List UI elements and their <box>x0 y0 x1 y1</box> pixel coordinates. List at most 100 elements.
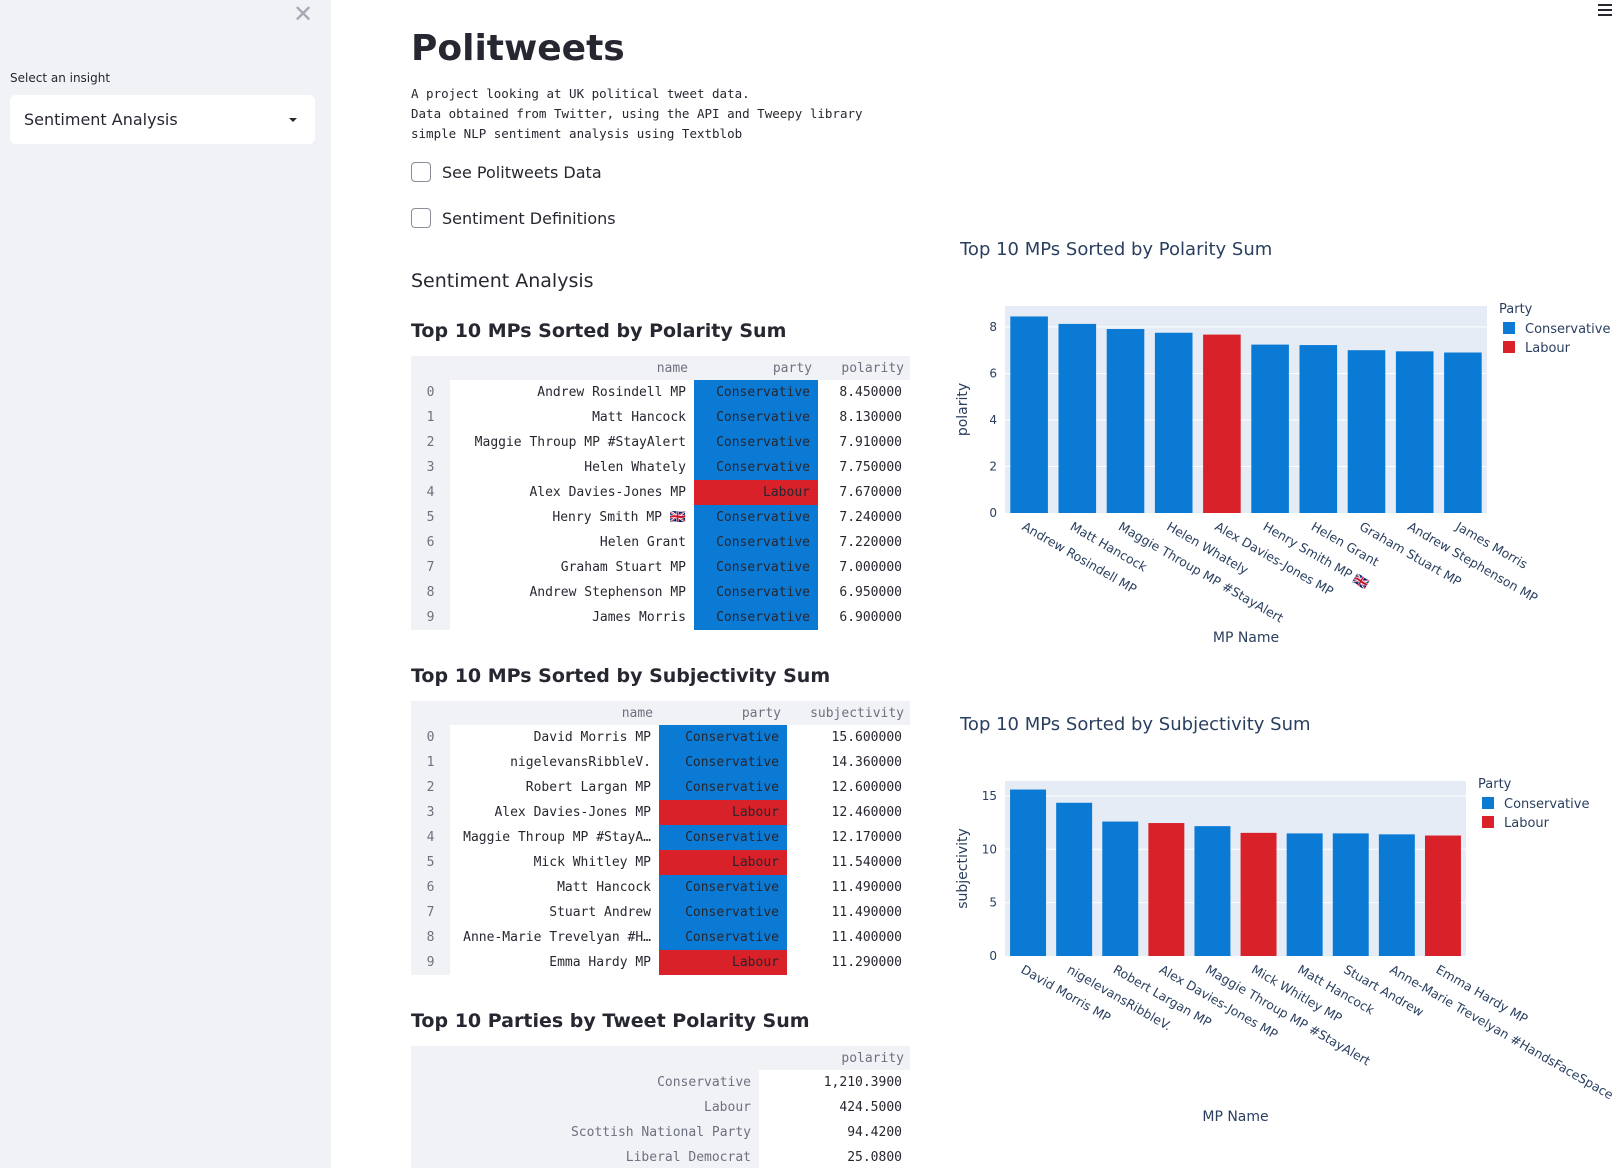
table-row: 1 Matt Hancock Conservative 8.130000 <box>411 405 910 430</box>
hamburger-menu-icon[interactable] <box>1598 4 1612 18</box>
name-cell: Maggie Throup MP #StayA… <box>463 830 651 845</box>
y-tick-label: 2 <box>989 459 997 473</box>
row-index: 5 <box>411 850 450 875</box>
table-row: 4 Alex Davies-Jones MP Labour 7.670000 <box>411 480 910 505</box>
name-cell: David Morris MP <box>533 730 651 745</box>
bar[interactable] <box>1395 351 1434 513</box>
row-index: 1 <box>411 405 450 430</box>
row-index: 1 <box>411 750 450 775</box>
party-cell: Labour <box>659 850 787 875</box>
name-cell: Helen Grant <box>599 535 686 550</box>
legend-label[interactable]: Labour <box>1525 341 1571 356</box>
value-cell: 6.900000 <box>839 610 902 625</box>
name-cell: Robert Largan MP <box>525 780 651 795</box>
bar[interactable] <box>1444 352 1482 513</box>
polarity-table-title: Top 10 MPs Sorted by Polarity Sum <box>411 320 787 342</box>
close-icon[interactable]: ✕ <box>293 0 314 28</box>
row-index: 7 <box>411 900 450 925</box>
y-tick-label: 6 <box>989 366 997 380</box>
bar[interactable] <box>1251 344 1289 513</box>
y-tick-label: 5 <box>989 896 997 910</box>
column-header[interactable] <box>411 1046 759 1070</box>
value-cell: 11.540000 <box>831 855 902 870</box>
bar[interactable] <box>1347 350 1386 513</box>
sentiment-definitions-checkbox[interactable]: Sentiment Definitions <box>411 208 616 228</box>
bar[interactable] <box>1056 802 1093 956</box>
name-cell: Andrew Stephenson MP <box>529 585 686 600</box>
bar[interactable] <box>1106 329 1145 513</box>
party-cell: Labour <box>659 950 787 975</box>
row-index: 2 <box>411 430 450 455</box>
page-description: A project looking at UK political tweet … <box>411 86 863 141</box>
bar[interactable] <box>1010 316 1048 513</box>
column-header[interactable]: name <box>450 356 694 380</box>
row-index: 5 <box>411 505 450 530</box>
see-data-checkbox[interactable]: See Politweets Data <box>411 162 602 182</box>
column-header[interactable] <box>411 356 450 380</box>
value-cell: 8.130000 <box>839 410 902 425</box>
polarity-table: name party polarity 0 Andrew Rosindell MP Con… <box>411 356 910 630</box>
bar[interactable] <box>1378 834 1415 956</box>
checkbox-box[interactable] <box>411 162 431 182</box>
bar[interactable] <box>1332 833 1369 956</box>
table-row: 1 nigelevansRibbleV. Conservative 14.360000 <box>411 750 910 775</box>
bar[interactable] <box>1240 832 1277 956</box>
table-row: 7 Stuart Andrew Conservative 11.490000 <box>411 900 910 925</box>
legend-title: Party <box>1499 302 1533 317</box>
bar[interactable] <box>1102 821 1139 956</box>
value-cell: 11.490000 <box>831 880 902 895</box>
legend-swatch[interactable] <box>1503 341 1515 353</box>
column-header[interactable]: name <box>450 701 659 725</box>
table-row: 3 Helen Whately Conservative 7.750000 <box>411 455 910 480</box>
column-header[interactable]: polarity <box>818 356 910 380</box>
value-cell: 15.600000 <box>831 730 902 745</box>
bar[interactable] <box>1299 345 1338 513</box>
row-index: 2 <box>411 775 450 800</box>
checkbox-box[interactable] <box>411 208 431 228</box>
row-index: 9 <box>411 950 450 975</box>
subjectivity-table-title: Top 10 MPs Sorted by Subjectivity Sum <box>411 665 831 687</box>
y-tick-label: 10 <box>982 842 997 856</box>
legend-title: Party <box>1478 777 1512 792</box>
legend-label[interactable]: Labour <box>1504 816 1550 831</box>
row-index: 8 <box>411 925 450 950</box>
bar[interactable] <box>1286 833 1323 956</box>
legend-label[interactable]: Conservative <box>1504 797 1589 812</box>
insight-select[interactable]: Sentiment Analysis <box>10 95 315 144</box>
legend-label[interactable]: Conservative <box>1525 322 1610 337</box>
name-cell: Anne-Marie Trevelyan #H… <box>463 930 651 945</box>
y-axis-title: subjectivity <box>955 828 971 909</box>
column-header[interactable]: subjectivity <box>787 701 910 725</box>
table-row: 5 Henry Smith MP 🇬🇧 Conservative 7.240000 <box>411 505 910 530</box>
x-axis-title: MP Name <box>1202 1109 1268 1125</box>
column-header[interactable] <box>411 701 450 725</box>
bar[interactable] <box>1203 334 1241 513</box>
bar[interactable] <box>1148 823 1185 956</box>
parties-table: polarity Conservative 1,210.3900 Labour 424.… <box>411 1046 910 1168</box>
value-cell: 25.0800 <box>847 1150 902 1165</box>
column-header[interactable]: polarity <box>759 1046 910 1070</box>
party-cell: Conservative <box>659 750 787 775</box>
table-row: 0 David Morris MP Conservative 15.600000 <box>411 725 910 750</box>
value-cell: 8.450000 <box>839 385 902 400</box>
table-row: 3 Alex Davies-Jones MP Labour 12.460000 <box>411 800 910 825</box>
bar[interactable] <box>1010 789 1047 956</box>
column-header[interactable]: party <box>659 701 787 725</box>
party-cell: Conservative <box>694 530 818 555</box>
bar[interactable] <box>1194 826 1231 956</box>
bar[interactable] <box>1424 835 1461 956</box>
bar[interactable] <box>1058 323 1097 513</box>
subjectivity-chart-title: Top 10 MPs Sorted by Subjectivity Sum <box>960 714 1311 735</box>
name-cell: Matt Hancock <box>557 880 651 895</box>
legend-swatch[interactable] <box>1482 816 1494 828</box>
column-header[interactable]: party <box>694 356 818 380</box>
legend-swatch[interactable] <box>1503 322 1515 334</box>
parties-table-title: Top 10 Parties by Tweet Polarity Sum <box>411 1010 810 1032</box>
name-cell: Helen Whately <box>584 460 686 475</box>
legend-swatch[interactable] <box>1482 797 1494 809</box>
value-cell: 12.170000 <box>831 830 902 845</box>
party-cell: Labour <box>659 800 787 825</box>
bar[interactable] <box>1154 332 1193 513</box>
name-cell: nigelevansRibbleV. <box>510 755 651 770</box>
